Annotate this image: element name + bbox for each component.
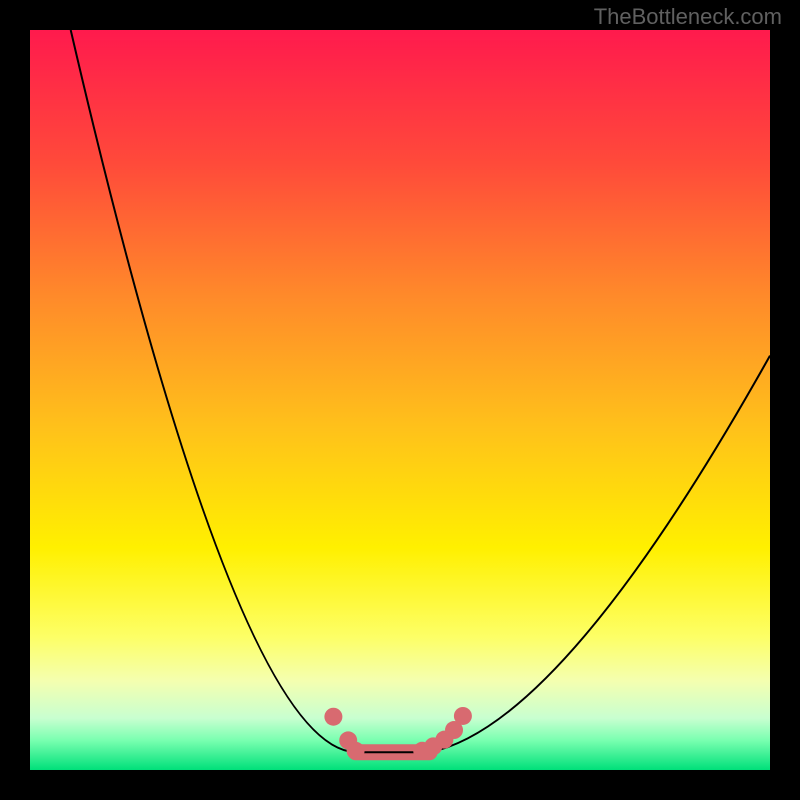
chart-stage: TheBottleneck.com: [0, 0, 800, 800]
curve-marker: [454, 707, 472, 725]
bottleneck-curve-chart: [0, 0, 800, 800]
curve-marker: [347, 742, 365, 760]
curve-marker: [324, 708, 342, 726]
plot-gradient-background: [30, 30, 770, 770]
